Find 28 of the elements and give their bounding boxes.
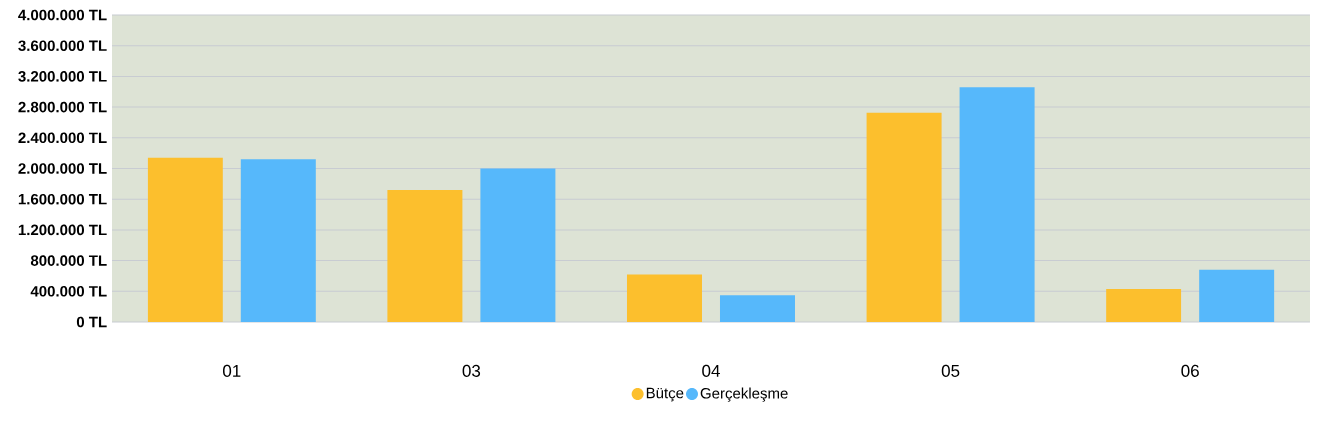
y-tick-label: 1.200.000 TL bbox=[18, 224, 107, 236]
y-tick-label: 2.800.000 TL bbox=[18, 101, 107, 113]
y-tick-label: 4.000.000 TL bbox=[18, 9, 107, 21]
bar bbox=[866, 112, 942, 322]
y-tick-label: 0 TL bbox=[76, 316, 107, 328]
y-tick-label: 2.400.000 TL bbox=[18, 132, 107, 144]
x-tick-label: 06 bbox=[1181, 364, 1199, 377]
y-tick-label: 400.000 TL bbox=[30, 285, 107, 297]
y-tick-label: 1.600.000 TL bbox=[18, 193, 107, 205]
y-tick-label: 3.200.000 TL bbox=[18, 71, 107, 82]
y-tick-label: 2.000.000 TL bbox=[18, 163, 107, 174]
y-tick-label: 3.600.000 TL bbox=[18, 40, 107, 52]
legend-label: Bütçe bbox=[646, 387, 684, 402]
x-tick-label: 05 bbox=[941, 364, 960, 377]
bar bbox=[959, 87, 1035, 322]
bar bbox=[480, 168, 556, 322]
bar bbox=[147, 157, 223, 322]
x-tick-label: 03 bbox=[462, 364, 481, 377]
bar bbox=[240, 159, 316, 322]
x-tick-label: 04 bbox=[702, 364, 720, 377]
bar bbox=[626, 274, 702, 322]
bar bbox=[1106, 289, 1182, 322]
bar bbox=[387, 189, 463, 322]
bar bbox=[719, 295, 795, 322]
x-tick-label: 01 bbox=[223, 364, 241, 377]
y-tick-label: 800.000 TL bbox=[30, 255, 107, 266]
bar bbox=[1199, 269, 1275, 322]
legend-label: Gerçekleşme bbox=[700, 387, 788, 402]
